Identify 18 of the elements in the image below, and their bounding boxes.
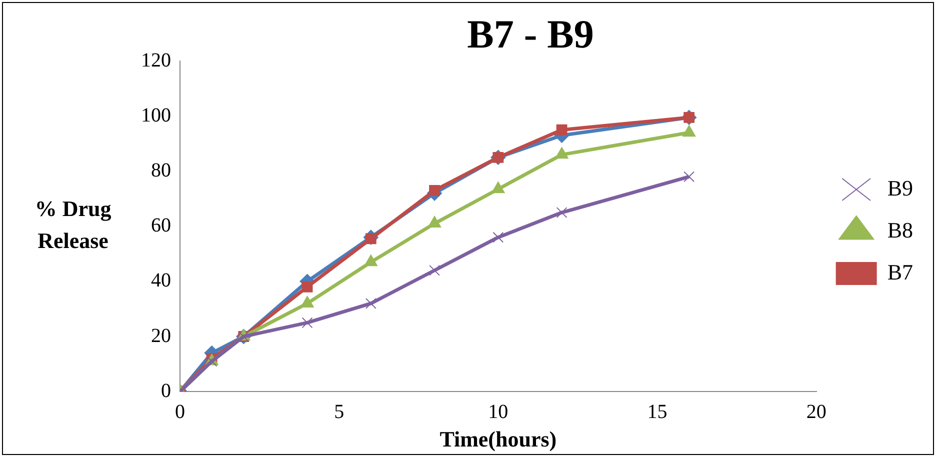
y-axis-title: % Drug Release bbox=[34, 196, 112, 253]
y-tick-label: 80 bbox=[151, 159, 171, 182]
x-tick-label: 10 bbox=[488, 400, 508, 423]
y-tick-label: 0 bbox=[161, 380, 171, 402]
x-tick-label: 15 bbox=[647, 400, 668, 423]
legend-label: B9 bbox=[887, 175, 914, 200]
x-tick-label: 0 bbox=[175, 400, 185, 423]
y-tick-label: 40 bbox=[151, 270, 171, 292]
y-tick-label: 100 bbox=[141, 104, 171, 126]
chart-title: B7 - B9 bbox=[467, 11, 594, 56]
x-tick-label: 5 bbox=[334, 400, 344, 423]
y-tick-label: 120 bbox=[141, 49, 171, 72]
x-axis-title: Time(hours) bbox=[440, 426, 557, 452]
legend-label: B8 bbox=[887, 217, 914, 242]
x-tick-label: 20 bbox=[806, 400, 826, 423]
y-tick-label: 60 bbox=[151, 214, 171, 237]
y-tick-label: 20 bbox=[151, 324, 171, 347]
legend-label: B7 bbox=[887, 259, 914, 284]
